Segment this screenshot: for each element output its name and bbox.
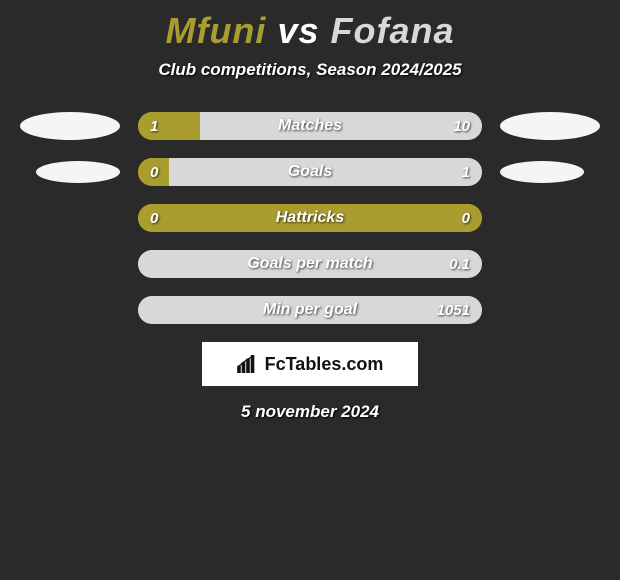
bar-label: Goals per match bbox=[138, 250, 482, 278]
stat-rows: 110Matches 01Goals 00Hattricks 0.1Goals per… bbox=[0, 112, 620, 324]
date-label: 5 november 2024 bbox=[0, 402, 620, 422]
stat-row: 00Hattricks bbox=[0, 204, 620, 232]
avatar-right bbox=[500, 112, 600, 140]
stat-row: 0.1Goals per match bbox=[0, 250, 620, 278]
vs-word: vs bbox=[277, 10, 319, 51]
stat-row: 110Matches bbox=[0, 112, 620, 140]
logo-text: FcTables.com bbox=[265, 354, 384, 375]
bars-icon bbox=[237, 355, 259, 373]
bar-label: Matches bbox=[138, 112, 482, 140]
stat-bar: 0.1Goals per match bbox=[138, 250, 482, 278]
bar-label: Goals bbox=[138, 158, 482, 186]
stat-row: 01Goals bbox=[0, 158, 620, 186]
stat-row: 1051Min per goal bbox=[0, 296, 620, 324]
avatar-right bbox=[500, 161, 584, 183]
player-b-name: Fofana bbox=[331, 10, 455, 51]
stat-bar: 01Goals bbox=[138, 158, 482, 186]
stat-bar: 00Hattricks bbox=[138, 204, 482, 232]
avatar-left bbox=[36, 161, 120, 183]
player-a-name: Mfuni bbox=[165, 10, 266, 51]
logo-box: FcTables.com bbox=[202, 342, 418, 386]
page-title: Mfuni vs Fofana bbox=[0, 0, 620, 52]
bar-label: Hattricks bbox=[138, 204, 482, 232]
avatar-left bbox=[20, 112, 120, 140]
subtitle: Club competitions, Season 2024/2025 bbox=[0, 60, 620, 80]
bar-label: Min per goal bbox=[138, 296, 482, 324]
stat-bar: 110Matches bbox=[138, 112, 482, 140]
stat-bar: 1051Min per goal bbox=[138, 296, 482, 324]
